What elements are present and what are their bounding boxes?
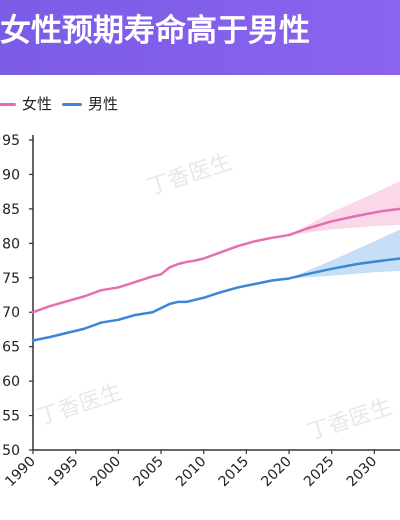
y-tick-label: 80	[2, 236, 20, 252]
series-line-male	[31, 257, 400, 342]
page-title: 女性预期寿命高于男性	[0, 13, 310, 49]
watermark-text: 丁香医生	[144, 150, 235, 201]
projection-band-male	[289, 229, 400, 279]
y-tick-label: 55	[2, 409, 20, 425]
x-tick-label: 2030	[344, 454, 381, 491]
y-tick-label: 50	[2, 443, 20, 459]
legend-label-male: 男性	[88, 95, 119, 113]
x-tick-label: 2015	[216, 454, 253, 491]
watermark-3: 丁香医生	[304, 395, 395, 446]
watermark-1: 丁香医生	[144, 150, 235, 201]
y-tick-label: 95	[2, 133, 20, 149]
legend-item-female: 女性	[0, 93, 52, 114]
x-tick-label: 2005	[130, 454, 167, 491]
y-tick-label: 70	[2, 305, 20, 321]
y-tick-label: 85	[2, 202, 20, 218]
watermark-text: 丁香医生	[34, 380, 125, 431]
legend-swatch-female	[0, 103, 16, 106]
header-banner: 女性预期寿命高于男性	[0, 0, 400, 75]
watermark-text: 丁香医生	[304, 395, 395, 446]
y-tick-label: 90	[2, 167, 20, 183]
legend-swatch-male	[62, 103, 82, 106]
x-tick-label: 1995	[45, 454, 82, 491]
x-tick-label: 2010	[173, 454, 210, 491]
legend-item-male: 男性	[62, 93, 118, 114]
y-tick-label: 75	[2, 271, 20, 287]
projection-band-female	[289, 181, 400, 236]
legend-label-female: 女性	[22, 95, 53, 113]
y-tick-label: 60	[2, 374, 20, 390]
watermark-2: 丁香医生	[34, 380, 125, 431]
y-tick-label: 65	[2, 340, 20, 356]
x-tick-label: 2025	[301, 454, 338, 491]
x-tick-label: 2000	[88, 454, 125, 491]
series-line-female	[31, 207, 400, 314]
x-tick-label: 2020	[258, 454, 295, 491]
